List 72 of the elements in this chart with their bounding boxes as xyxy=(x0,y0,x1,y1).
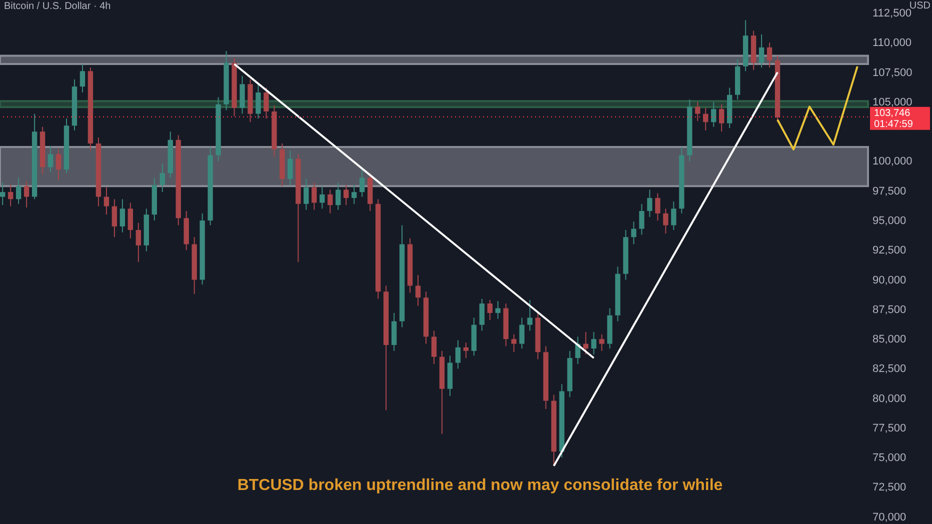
candlestick xyxy=(24,180,30,208)
ref-line-label: 103,746 xyxy=(874,108,911,119)
candlestick xyxy=(391,312,397,352)
candlestick xyxy=(0,182,6,206)
chart-title: Bitcoin / U.S. Dollar · 4h xyxy=(4,1,111,12)
candlestick xyxy=(112,198,118,238)
y-tick-label: 80,000 xyxy=(872,392,906,405)
candlestick xyxy=(128,202,134,239)
y-tick-label: 87,500 xyxy=(872,304,906,316)
candlestick xyxy=(104,186,110,216)
candlestick xyxy=(591,331,596,355)
candlestick xyxy=(264,87,269,120)
candlestick xyxy=(160,163,165,193)
candlestick xyxy=(487,299,493,321)
candlestick xyxy=(511,334,516,353)
y-tick-label: 77,500 xyxy=(872,422,906,434)
candlestick xyxy=(647,189,652,218)
line-series xyxy=(776,65,858,150)
candlestick xyxy=(336,182,341,210)
candlestick xyxy=(431,330,437,364)
candlestick xyxy=(479,298,485,332)
candlestick xyxy=(719,104,724,132)
candlestick xyxy=(360,169,365,198)
y-tick-label: 70,000 xyxy=(872,511,906,524)
y-tick-label: 82,500 xyxy=(872,363,906,376)
candlestick xyxy=(136,222,142,262)
y-tick-label: 105,000 xyxy=(872,96,912,108)
candlestick xyxy=(455,340,461,370)
candlestick xyxy=(304,178,309,210)
candlestick xyxy=(16,177,22,204)
candlestick xyxy=(527,299,532,332)
candlestick xyxy=(519,317,524,350)
candlestick xyxy=(256,82,261,120)
candlestick xyxy=(495,300,501,320)
y-tick-label: 72,500 xyxy=(872,482,906,494)
annotation: BTCUSD broken uptrendline and now may consolidate for while xyxy=(237,477,723,494)
candlestick xyxy=(56,148,62,181)
candlestick xyxy=(80,64,86,93)
candlestick xyxy=(48,145,54,172)
candlestick xyxy=(599,334,604,352)
candlestick xyxy=(631,221,636,245)
y-tick-label: 90,000 xyxy=(872,274,906,286)
y-tick-label: 75,000 xyxy=(872,452,906,464)
candlestick xyxy=(120,198,126,233)
candlestick xyxy=(711,101,716,128)
candlestick xyxy=(240,75,245,114)
candlestick xyxy=(655,192,660,222)
candlestick xyxy=(328,189,333,214)
y-tick-label: 112,500 xyxy=(872,8,912,20)
candlestick xyxy=(312,182,317,210)
candlestick xyxy=(344,184,349,206)
candlestick xyxy=(639,203,644,236)
y-tick-label: 95,000 xyxy=(872,215,906,228)
candlestick xyxy=(671,201,676,230)
y-tick-label: 110,000 xyxy=(872,37,912,50)
candlestick xyxy=(695,101,700,122)
y-tick-label: 97,500 xyxy=(872,185,906,198)
y-tick-label: 107,500 xyxy=(872,66,912,79)
candlestick xyxy=(663,208,668,234)
candlestick xyxy=(320,186,325,210)
candlestick xyxy=(583,331,588,355)
y-tick-label: 85,000 xyxy=(872,334,906,346)
candlestick xyxy=(766,42,772,68)
y-tick-label: 100,000 xyxy=(872,156,912,168)
candlestick xyxy=(758,34,764,68)
candlestick xyxy=(352,184,357,204)
text: 01:47:59 xyxy=(874,118,914,130)
y-tick-label: 92,500 xyxy=(872,244,906,257)
candlestick xyxy=(415,274,421,306)
candlestick xyxy=(463,342,469,359)
candlestick xyxy=(8,184,14,207)
candlestick xyxy=(288,150,293,186)
